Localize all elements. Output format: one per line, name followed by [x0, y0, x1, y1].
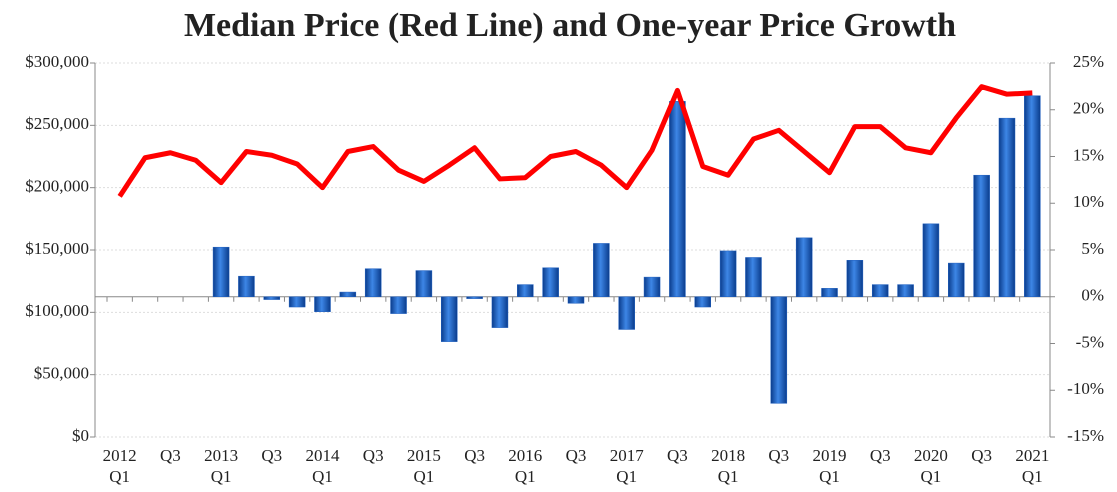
bar [897, 284, 914, 298]
bar [288, 296, 306, 308]
y2-tick-label: 25% [1073, 52, 1104, 71]
y-tick-label: $150,000 [25, 239, 89, 258]
x-tick-label: Q1 [109, 467, 130, 486]
bar [669, 101, 686, 297]
y2-tick-label: 5% [1081, 239, 1104, 258]
bar [1024, 95, 1041, 297]
x-tick-label: 2019 [813, 446, 847, 465]
y-tick-label: $300,000 [25, 52, 89, 71]
x-tick-label: Q1 [718, 467, 739, 486]
bar [440, 296, 458, 342]
x-tick-label: Q1 [515, 467, 536, 486]
x-tick-label: Q1 [211, 467, 232, 486]
y2-tick-label: -5% [1076, 332, 1104, 351]
x-tick-label: Q1 [819, 467, 840, 486]
y2-tick-label: 20% [1073, 99, 1104, 118]
bar [770, 296, 788, 404]
y2-tick-label: -10% [1067, 379, 1104, 398]
x-tick-label: Q1 [616, 467, 637, 486]
bar [238, 275, 255, 297]
x-tick-label: 2014 [305, 446, 340, 465]
x-tick-label: 2017 [610, 446, 645, 465]
x-tick-label: 2020 [914, 446, 948, 465]
x-tick-label: 2012 [103, 446, 137, 465]
x-tick-label: Q1 [1022, 467, 1043, 486]
x-tick-label: 2016 [508, 446, 542, 465]
x-tick-label: Q3 [363, 446, 384, 465]
y-tick-label: $100,000 [25, 301, 89, 320]
bar [314, 296, 331, 312]
bar [517, 284, 534, 298]
bar [364, 268, 382, 298]
x-tick-label: Q3 [566, 446, 587, 465]
bar [618, 296, 635, 330]
x-tick-label: Q1 [921, 467, 942, 486]
y2-tick-label: 10% [1073, 192, 1104, 211]
bar [846, 260, 864, 298]
x-tick-label: Q1 [414, 467, 435, 486]
bar [415, 270, 433, 298]
bar [795, 237, 813, 297]
x-tick-label: 2015 [407, 446, 441, 465]
bar [491, 296, 509, 328]
bar [567, 296, 585, 304]
y-tick-label: $0 [72, 426, 89, 445]
x-tick-label: Q3 [261, 446, 282, 465]
bar [745, 257, 762, 298]
x-tick-label: 2021 [1015, 446, 1049, 465]
bar [390, 296, 407, 314]
x-tick-label: Q3 [768, 446, 789, 465]
bar [871, 284, 889, 298]
x-tick-label: Q3 [667, 446, 688, 465]
x-tick-label: Q3 [464, 446, 485, 465]
bar [973, 174, 990, 297]
bar [948, 262, 965, 297]
y-tick-label: $200,000 [25, 177, 89, 196]
bar [593, 243, 610, 297]
y2-tick-label: 0% [1081, 286, 1104, 305]
bar [542, 267, 559, 298]
bar [212, 246, 230, 298]
bar [643, 276, 661, 297]
bar [922, 223, 940, 298]
x-tick-label: Q3 [160, 446, 181, 465]
chart-title: Median Price (Red Line) and One-year Pri… [184, 7, 956, 44]
y-tick-label: $250,000 [25, 114, 89, 133]
y2-tick-label: -15% [1067, 426, 1104, 445]
x-tick-label: Q1 [312, 467, 333, 486]
x-tick-label: Q3 [870, 446, 891, 465]
x-tick-label: 2018 [711, 446, 745, 465]
y2-tick-label: 15% [1073, 145, 1104, 164]
x-tick-label: Q3 [971, 446, 992, 465]
bar [821, 288, 838, 297]
bar [263, 296, 281, 300]
bar [719, 250, 737, 297]
price-line [117, 84, 1033, 198]
y-tick-label: $50,000 [34, 364, 89, 383]
bar [339, 291, 357, 298]
bar [694, 296, 712, 308]
bar [998, 117, 1016, 298]
bar [466, 296, 483, 299]
x-tick-label: 2013 [204, 446, 238, 465]
